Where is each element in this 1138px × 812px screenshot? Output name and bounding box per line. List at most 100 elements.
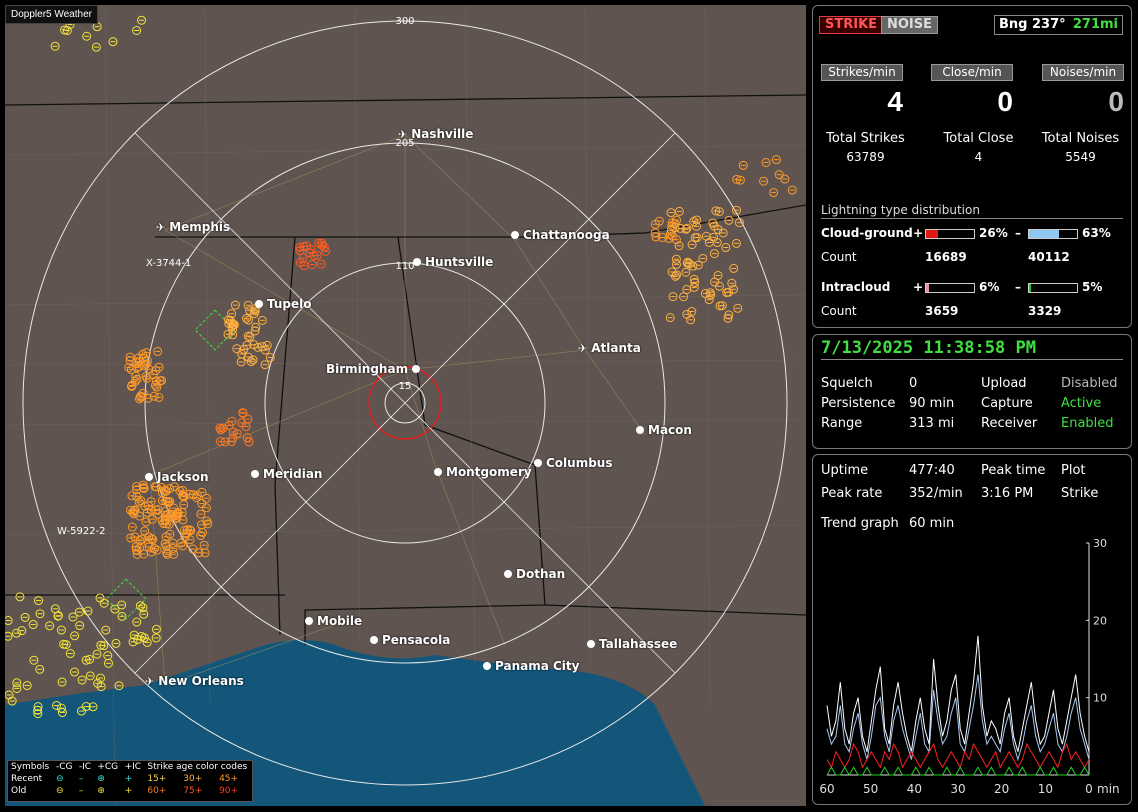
noises-per-min-value: 0 xyxy=(1108,86,1124,117)
close-range-ring xyxy=(368,366,442,440)
trend-graph-value[interactable]: 60 min xyxy=(909,516,955,531)
strike-symbol xyxy=(117,600,127,610)
strike-symbol xyxy=(241,422,251,432)
age-75: 75+ xyxy=(183,786,203,796)
storm-id-label[interactable]: W-5922-2 xyxy=(57,526,106,537)
range-value: 313 mi xyxy=(909,416,955,431)
close-per-min-value: 0 xyxy=(997,86,1013,117)
strike-symbol xyxy=(85,671,95,681)
strike-symbol xyxy=(151,366,161,376)
strike-symbol xyxy=(132,491,142,501)
legend-neg-ic-header: -IC xyxy=(78,762,92,772)
strike-symbol xyxy=(265,352,275,362)
strike-symbol xyxy=(733,303,743,313)
strike-symbols xyxy=(5,15,797,719)
neg-cg-recent-icon: ⊖ xyxy=(55,774,64,784)
noise-button[interactable]: NOISE xyxy=(881,16,939,34)
strike-symbol xyxy=(243,300,253,310)
trend-series-line xyxy=(826,635,1090,752)
strike-symbol xyxy=(701,231,711,241)
app-title: Doppler5 Weather xyxy=(5,5,98,24)
strike-symbol xyxy=(139,633,149,643)
strike-symbol xyxy=(22,681,32,691)
lightning-map[interactable]: Doppler5 Weather 300 205 110 15 X-3744-1… xyxy=(5,5,806,806)
airplane-icon: ✈ xyxy=(398,127,408,141)
range-rings xyxy=(22,20,788,786)
strike-symbol xyxy=(249,309,259,319)
strike-symbol xyxy=(674,241,684,251)
city-dothan: Dothan xyxy=(504,567,565,581)
strikes-per-min-button[interactable]: Strikes/min xyxy=(821,64,903,81)
strike-symbol xyxy=(679,292,689,302)
strike-symbol xyxy=(28,620,38,630)
cg-negative-bar-fill xyxy=(1029,230,1060,238)
strike-symbol xyxy=(165,484,175,494)
city-mobile: Mobile xyxy=(305,614,362,628)
pos-cg-recent-icon: ⊕ xyxy=(97,774,105,784)
total-noises-value: 5549 xyxy=(1065,150,1096,164)
cg-positive-bar xyxy=(925,229,975,239)
close-per-min-button[interactable]: Close/min xyxy=(931,64,1013,81)
strike-symbol xyxy=(693,260,703,270)
noises-per-min-button[interactable]: Noises/min xyxy=(1042,64,1124,81)
strike-symbol xyxy=(179,492,189,502)
legend-recent-label: Recent xyxy=(11,774,43,784)
strike-symbol xyxy=(316,259,326,269)
current-datetime: 7/13/2025 11:38:58 PM xyxy=(821,338,1036,358)
strike-symbol xyxy=(172,513,182,523)
strike-symbol xyxy=(185,535,195,545)
total-strikes-label: Total Strikes xyxy=(826,131,905,146)
strike-symbol xyxy=(125,352,135,362)
strike-symbol xyxy=(88,702,98,712)
strike-symbol xyxy=(715,301,725,311)
strike-symbol xyxy=(689,282,699,292)
cg-negative-pct: 63% xyxy=(1082,226,1111,240)
strike-symbol xyxy=(142,373,152,383)
strike-symbol xyxy=(165,511,175,521)
strike-symbol xyxy=(674,206,684,216)
strike-symbol xyxy=(228,330,238,340)
strike-symbol xyxy=(139,609,149,619)
strike-symbol xyxy=(124,363,134,373)
map-canvas[interactable] xyxy=(5,5,806,806)
plot-label: Plot xyxy=(1061,463,1086,478)
strike-symbol xyxy=(7,696,17,706)
strike-symbol xyxy=(243,331,253,341)
strike-symbol xyxy=(152,382,162,392)
strike-button[interactable]: STRIKE xyxy=(819,16,884,34)
plus-sign: + xyxy=(913,280,924,294)
strike-symbol xyxy=(131,371,141,381)
strike-symbol xyxy=(175,486,185,496)
strike-symbol xyxy=(154,362,164,372)
strike-symbol xyxy=(650,219,660,229)
strike-symbol xyxy=(671,259,681,269)
city-memphis: ✈ Memphis xyxy=(156,220,231,234)
strike-symbol xyxy=(299,261,309,271)
strike-symbol xyxy=(56,625,66,635)
receiver-value: Enabled xyxy=(1061,416,1114,431)
city-dot-icon xyxy=(587,640,595,648)
x-tick-label: 30 xyxy=(950,782,965,796)
strike-symbol xyxy=(146,505,156,515)
total-noises-label: Total Noises xyxy=(1041,131,1120,146)
strike-symbol xyxy=(83,606,93,616)
strike-symbol xyxy=(735,175,745,185)
storm-id-label[interactable]: X-3744-1 xyxy=(146,258,192,269)
strike-symbol xyxy=(224,420,234,430)
strike-symbol xyxy=(197,520,207,530)
city-chattanooga: Chattanooga xyxy=(511,228,610,242)
strike-symbol xyxy=(132,25,142,35)
strike-symbol xyxy=(52,700,62,710)
strike-symbol xyxy=(199,540,209,550)
plot-value[interactable]: Strike xyxy=(1061,486,1099,501)
strike-symbol xyxy=(162,549,172,559)
city-new-orleans: ✈ New Orleans xyxy=(145,674,244,688)
airplane-icon: ✈ xyxy=(578,341,588,355)
strike-symbol xyxy=(129,506,139,516)
strike-symbol xyxy=(299,241,309,251)
strike-symbol xyxy=(132,481,142,491)
strike-symbol xyxy=(164,498,174,508)
ic-negative-bar xyxy=(1028,283,1078,293)
upload-value: Disabled xyxy=(1061,376,1118,391)
strike-symbol xyxy=(139,360,149,370)
